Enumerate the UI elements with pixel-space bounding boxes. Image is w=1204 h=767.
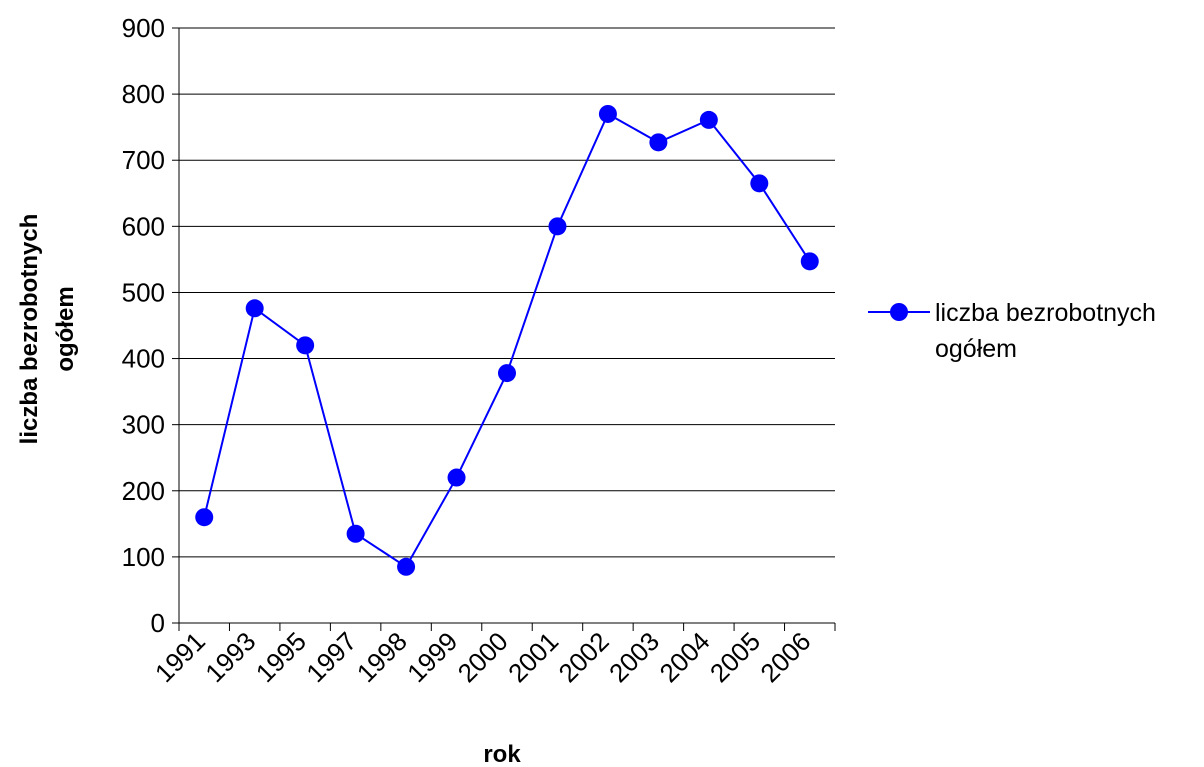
- series-line-layer: [203, 112, 811, 569]
- data-point-1999: [447, 468, 466, 487]
- x-tick-label: 2002: [553, 626, 615, 688]
- x-tick-label: 2005: [704, 626, 766, 688]
- y-tick-label: 0: [151, 608, 165, 638]
- x-tick-labels: 1991199319951997199819992000200120022003…: [149, 626, 817, 688]
- y-tick-label: 500: [122, 277, 165, 307]
- legend: liczba bezrobotnych ogółem: [868, 299, 1156, 363]
- data-point-2002: [598, 104, 617, 123]
- data-point-2005: [750, 174, 769, 193]
- data-point-1993: [245, 299, 264, 318]
- x-tick-label: 2001: [502, 626, 564, 688]
- axes: [172, 27, 836, 631]
- y-tick-label: 900: [122, 13, 165, 43]
- y-tick-label: 300: [122, 410, 165, 440]
- data-point-1991: [195, 508, 214, 527]
- data-point-1998: [397, 557, 416, 576]
- y-tick-labels: 0 100 200 300 400 500 600 700 800 900: [122, 13, 165, 638]
- x-tick-label: 1995: [250, 626, 312, 688]
- x-tick-label: 1998: [351, 626, 413, 688]
- data-point-2004: [699, 110, 718, 129]
- x-tick-label: 1993: [199, 626, 261, 688]
- legend-label-line2: ogółem: [935, 335, 1017, 363]
- x-tick-label: 2006: [754, 626, 816, 688]
- y-tick-label: 100: [122, 542, 165, 572]
- y-tick-label: 600: [122, 211, 165, 241]
- x-tick-label: 1997: [300, 626, 362, 688]
- data-point-2006: [800, 252, 819, 271]
- x-tick-label: 2000: [452, 626, 514, 688]
- x-axis-title: rok: [483, 741, 521, 767]
- data-point-2003: [649, 133, 668, 152]
- grid-lines: [179, 27, 835, 558]
- x-tick-label: 2004: [653, 626, 715, 688]
- legend-label-line1: liczba bezrobotnych: [935, 299, 1156, 327]
- data-point-2000: [498, 364, 516, 383]
- y-axis-title-line2: ogółem: [52, 286, 79, 371]
- y-tick-label: 700: [122, 145, 165, 175]
- x-tick-label: 1999: [401, 626, 463, 688]
- data-points: [195, 104, 819, 576]
- data-point-2001: [548, 217, 567, 236]
- series-line: [203, 112, 811, 569]
- legend-marker-swatch: [890, 303, 908, 321]
- y-tick-label: 400: [122, 344, 165, 374]
- data-point-1995: [296, 336, 315, 355]
- y-tick-label: 200: [122, 476, 165, 506]
- y-axis-title-line1: liczba bezrobotnych: [16, 214, 43, 445]
- y-tick-label: 800: [122, 79, 165, 109]
- data-point-1997: [346, 524, 365, 543]
- x-tick-label: 2003: [603, 626, 665, 688]
